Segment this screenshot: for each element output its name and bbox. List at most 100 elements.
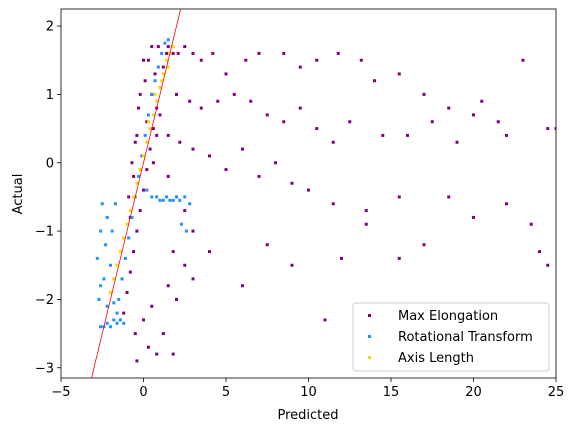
point-0-54 [249,99,253,103]
point-0-22 [145,120,149,124]
point-0-64 [455,140,459,144]
legend-label-axis-length: Axis Length [398,351,474,366]
point-2-1 [112,277,116,281]
point-0-26 [171,51,175,55]
point-0-34 [257,51,261,55]
point-0-90 [171,250,175,254]
point-0-41 [397,72,401,76]
point-1-20 [163,41,167,45]
point-0-14 [133,140,137,144]
point-0-47 [546,127,550,131]
point-1-2 [105,321,109,325]
point-0-79 [397,195,401,199]
point-0-17 [146,58,150,62]
point-0-33 [244,58,248,62]
series-0 [122,45,556,363]
x-tick-label: 15 [383,385,400,400]
point-1-5 [115,311,119,315]
point-0-74 [274,161,277,165]
point-0-48 [554,127,556,131]
point-0-36 [298,65,302,69]
x-tick-label: 0 [139,385,147,400]
point-0-0 [122,311,126,315]
point-0-67 [166,133,170,137]
point-0-81 [472,215,475,219]
point-0-109 [364,222,368,226]
x-tick-label: 10 [300,385,317,400]
point-0-93 [175,297,178,301]
point-2-10 [142,154,145,158]
point-1-16 [150,92,154,96]
point-1-30 [102,277,106,281]
point-0-88 [183,209,187,213]
point-0-46 [521,58,525,62]
legend-swatch-rotational-transform [368,335,371,338]
point-0-37 [315,58,319,62]
legend-label-max-elongation: Max Elongation [398,309,498,324]
reference-line [91,9,182,378]
point-1-7 [120,277,124,281]
point-1-49 [122,321,126,325]
point-2-11 [145,140,149,144]
point-0-80 [447,195,451,199]
point-0-77 [331,202,335,206]
point-1-44 [188,202,192,206]
point-0-110 [397,256,401,260]
point-0-32 [224,72,228,76]
point-0-100 [161,332,165,336]
point-1-34 [150,195,154,199]
point-0-71 [224,168,228,172]
point-0-56 [282,120,286,124]
point-0-38 [336,51,340,55]
point-1-12 [137,174,141,178]
point-0-58 [315,127,319,131]
point-1-9 [127,236,131,240]
point-1-51 [112,301,116,305]
point-1-21 [166,38,170,42]
point-1-38 [165,195,169,199]
series-2 [109,45,175,295]
point-1-42 [178,198,182,202]
point-0-99 [155,352,159,356]
point-0-69 [191,147,195,151]
point-0-115 [138,92,142,96]
point-1-45 [179,222,183,226]
point-1-14 [143,133,147,137]
point-1-28 [110,229,114,233]
x-tick-label: 5 [222,385,230,400]
point-0-72 [241,147,244,151]
x-tick-label: 20 [465,385,482,400]
point-1-24 [100,202,104,206]
point-0-28 [183,45,187,49]
point-0-31 [211,51,215,55]
point-0-50 [188,99,192,103]
point-0-45 [496,120,500,124]
point-0-29 [191,51,195,55]
point-0-19 [156,45,160,49]
point-2-16 [161,72,165,76]
point-0-7 [145,168,149,172]
point-1-33 [105,304,109,308]
point-0-101 [171,352,175,356]
point-0-89 [191,229,195,233]
point-0-3 [132,250,136,254]
x-tick-label: 25 [548,385,565,400]
point-1-13 [140,154,144,158]
point-0-18 [150,45,154,49]
point-1-15 [146,113,150,117]
point-0-39 [359,58,363,62]
point-0-78 [364,209,368,213]
point-0-82 [505,202,508,206]
point-1-32 [97,297,101,301]
point-0-60 [348,120,352,124]
point-0-43 [447,106,451,110]
point-0-106 [290,263,294,267]
legend: Max Elongation Rotational Transform Axis… [352,302,550,372]
point-1-19 [160,51,164,55]
point-2-23 [166,65,170,69]
point-1-8 [123,256,127,260]
point-2-6 [128,209,132,213]
legend-box [352,302,550,372]
point-0-94 [150,304,154,308]
